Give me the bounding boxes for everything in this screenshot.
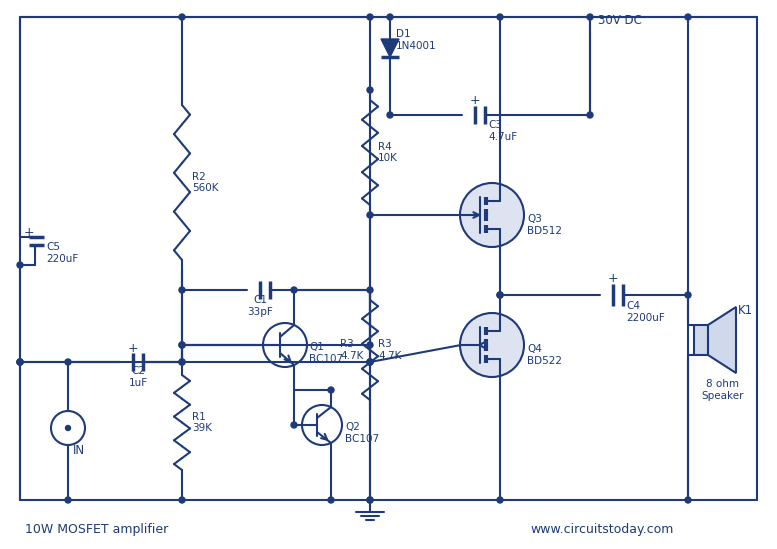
- Polygon shape: [381, 39, 399, 57]
- Circle shape: [17, 359, 23, 365]
- Circle shape: [367, 359, 373, 365]
- Polygon shape: [708, 307, 736, 373]
- Circle shape: [685, 497, 691, 503]
- Circle shape: [65, 359, 71, 365]
- Circle shape: [387, 14, 393, 20]
- Circle shape: [179, 342, 185, 348]
- Circle shape: [65, 497, 71, 503]
- Circle shape: [587, 112, 593, 118]
- Circle shape: [367, 14, 373, 20]
- Text: Q1
BC107: Q1 BC107: [309, 342, 343, 364]
- Text: +: +: [469, 94, 480, 108]
- Text: Q4
BD522: Q4 BD522: [527, 344, 562, 366]
- Text: 8 ohm
Speaker: 8 ohm Speaker: [702, 379, 744, 401]
- Circle shape: [367, 497, 373, 503]
- Text: R3
4.7K: R3 4.7K: [378, 339, 402, 361]
- Text: R2
560K: R2 560K: [192, 172, 218, 193]
- Text: C2
1uF: C2 1uF: [128, 366, 148, 388]
- Circle shape: [367, 497, 373, 503]
- Text: C5
220uF: C5 220uF: [46, 242, 78, 264]
- Text: Q2
BC107: Q2 BC107: [345, 422, 379, 444]
- Circle shape: [460, 183, 524, 247]
- Circle shape: [497, 292, 503, 298]
- Circle shape: [179, 359, 185, 365]
- Text: C3
4.7uF: C3 4.7uF: [488, 120, 517, 142]
- Text: IN: IN: [73, 444, 85, 457]
- Circle shape: [497, 497, 503, 503]
- Circle shape: [497, 14, 503, 20]
- Circle shape: [367, 212, 373, 218]
- Circle shape: [179, 14, 185, 20]
- Circle shape: [179, 359, 185, 365]
- Circle shape: [65, 425, 71, 430]
- Circle shape: [367, 87, 373, 93]
- Circle shape: [387, 112, 393, 118]
- Text: Q3
BD512: Q3 BD512: [527, 214, 562, 236]
- Circle shape: [367, 287, 373, 293]
- Circle shape: [291, 422, 297, 428]
- Circle shape: [328, 497, 334, 503]
- Text: K1: K1: [738, 304, 753, 317]
- Text: R4
10K: R4 10K: [378, 142, 398, 163]
- Text: C4
2200uF: C4 2200uF: [626, 301, 665, 323]
- Circle shape: [17, 359, 23, 365]
- Text: +: +: [24, 227, 35, 239]
- Text: C1
33pF: C1 33pF: [247, 295, 273, 317]
- Text: 10W MOSFET amplifier: 10W MOSFET amplifier: [25, 524, 169, 536]
- Text: www.circuitstoday.com: www.circuitstoday.com: [530, 524, 674, 536]
- Text: +: +: [127, 343, 138, 356]
- Circle shape: [17, 262, 23, 268]
- Bar: [694, 325, 708, 355]
- Circle shape: [685, 292, 691, 298]
- Text: +: +: [608, 272, 618, 285]
- Circle shape: [179, 342, 185, 348]
- Circle shape: [460, 313, 524, 377]
- Circle shape: [685, 14, 691, 20]
- Circle shape: [587, 14, 593, 20]
- Circle shape: [497, 292, 503, 298]
- Circle shape: [179, 497, 185, 503]
- Text: D1
1N4001: D1 1N4001: [396, 29, 437, 51]
- Text: 30V DC: 30V DC: [598, 14, 642, 27]
- Circle shape: [179, 287, 185, 293]
- Circle shape: [367, 359, 373, 365]
- Circle shape: [17, 359, 23, 365]
- Circle shape: [291, 287, 297, 293]
- Text: R1
39K: R1 39K: [192, 412, 212, 433]
- Circle shape: [367, 359, 373, 365]
- Circle shape: [367, 342, 373, 348]
- Text: R3
4.7K: R3 4.7K: [340, 339, 364, 361]
- Circle shape: [328, 387, 334, 393]
